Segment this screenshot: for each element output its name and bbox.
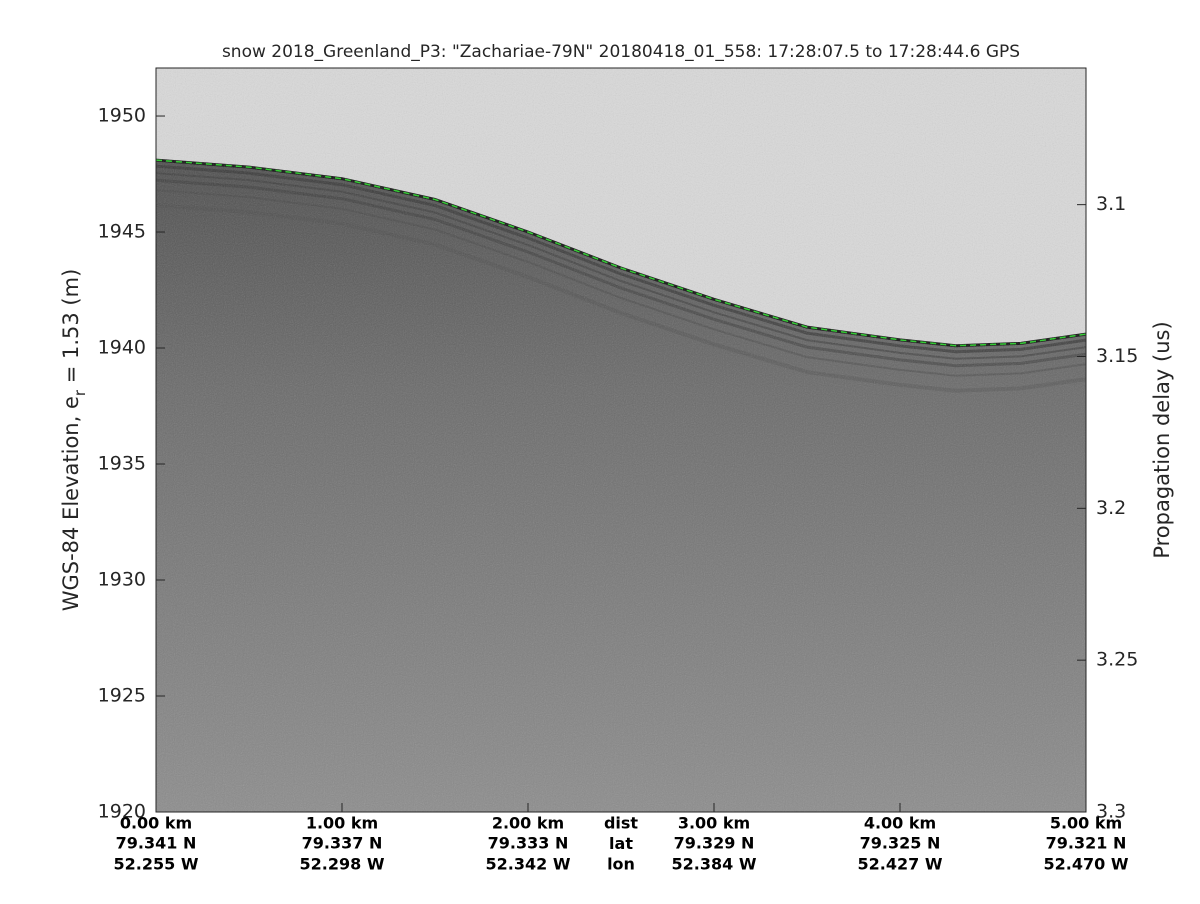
y-tick-label: 1945 — [98, 221, 146, 243]
y-tick-label: 1940 — [98, 337, 146, 359]
lat-label: 79.325 N — [860, 834, 941, 853]
y2-tick-label: 3.2 — [1096, 497, 1126, 519]
lat-label: 79.333 N — [488, 834, 569, 853]
y-tick-label: 1930 — [98, 569, 146, 591]
y-tick-label: 1920 — [98, 801, 146, 823]
lat-label: 79.337 N — [302, 834, 383, 853]
lon-label: 52.342 W — [486, 855, 571, 874]
y2-tick-label: 3.25 — [1096, 649, 1138, 671]
row-name: dist — [604, 814, 638, 833]
lon-label: 52.427 W — [858, 855, 943, 874]
y-tick-label: 1925 — [98, 685, 146, 707]
lon-label: 52.255 W — [114, 855, 199, 874]
x-tick-label: 2.00 km — [492, 814, 564, 833]
lon-label: 52.384 W — [672, 855, 757, 874]
row-name: lon — [607, 855, 635, 874]
x-tick-label: 5.00 km — [1050, 814, 1122, 833]
x-tick-label: 3.00 km — [678, 814, 750, 833]
y-tick-label: 1935 — [98, 453, 146, 475]
y2-tick-label: 3.3 — [1096, 801, 1126, 823]
y-label-sub: r — [71, 389, 89, 396]
lon-label: 52.470 W — [1044, 855, 1129, 874]
x-tick-label: 4.00 km — [864, 814, 936, 833]
lon-label: 52.298 W — [300, 855, 385, 874]
y-tick-label: 1950 — [98, 105, 146, 127]
x-tick-label: 1.00 km — [306, 814, 378, 833]
y-label-part: = 1.53 (m) — [59, 269, 83, 390]
x-tick-label: 0.00 km — [120, 814, 192, 833]
lat-label: 79.341 N — [116, 834, 197, 853]
y2-tick-label: 3.15 — [1096, 345, 1138, 367]
y2-tick-label: 3.1 — [1096, 193, 1126, 215]
y-label-part: WGS-84 Elevation, e — [59, 396, 83, 611]
axes-box — [155, 67, 1087, 813]
lat-label: 79.321 N — [1046, 834, 1127, 853]
y-axis-label: WGS-84 Elevation, er = 1.53 (m) — [59, 269, 89, 612]
noise — [156, 68, 1086, 812]
row-name: lat — [609, 834, 633, 853]
chart-title: snow 2018_Greenland_P3: "Zachariae-79N" … — [222, 42, 1020, 62]
y2-axis-label: Propagation delay (us) — [1150, 321, 1174, 558]
lat-label: 79.329 N — [674, 834, 755, 853]
